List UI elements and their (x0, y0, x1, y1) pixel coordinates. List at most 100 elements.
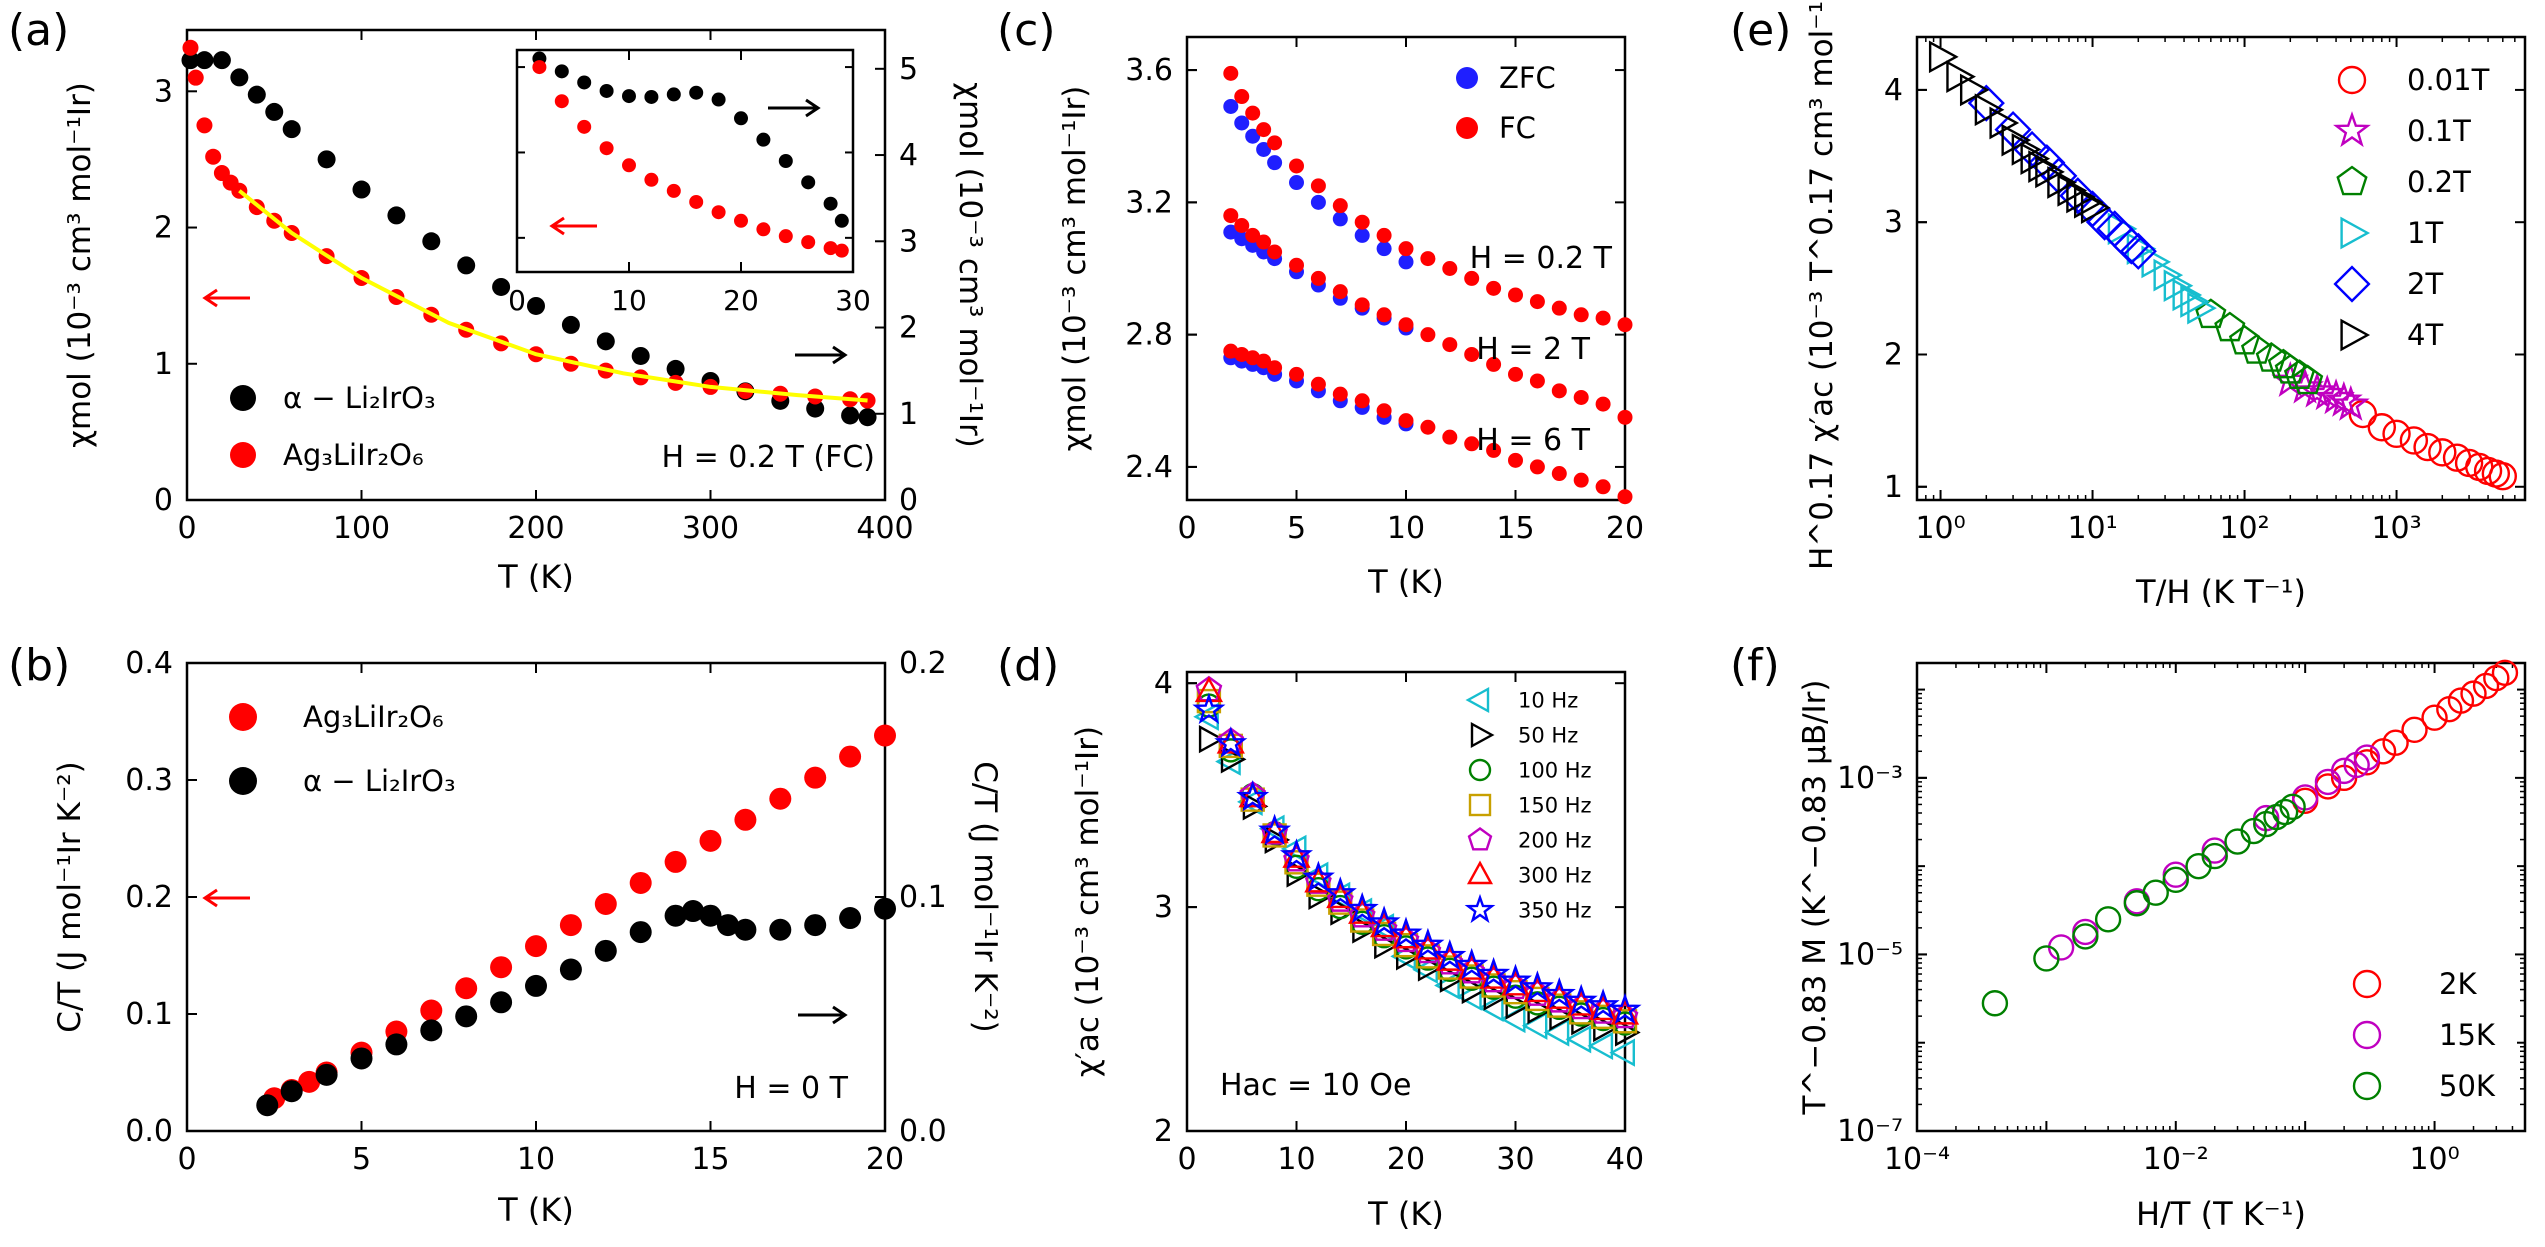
data-point (1198, 725, 1225, 754)
data-point (1508, 452, 1523, 468)
data-point-ag (187, 69, 204, 86)
data-point (2011, 133, 2042, 166)
data-point (1609, 1038, 1636, 1067)
data-point-alpha (769, 918, 792, 941)
data-point (1348, 901, 1376, 928)
y-tick-label: 0.1 (125, 997, 173, 1032)
data-point (1223, 224, 1239, 240)
data-point (1505, 991, 1532, 1020)
inset-data-point (644, 172, 659, 187)
legend-label: Ag₃LiIr₂O₆ (283, 438, 424, 472)
data-point-ag (420, 999, 443, 1022)
data-point (1464, 346, 1480, 362)
y-tick-label-right: 1 (899, 397, 918, 432)
y-tick-label: 10⁻⁵ (1837, 937, 1903, 972)
data-point (1193, 702, 1219, 731)
data-point (1411, 927, 1445, 960)
panel-c: 0 5 10 15 20 2.4 2.8 3.2 3.6 T (K) χmol (10⁻³ cm³ … (1057, 35, 1644, 601)
data-point-alpha (527, 296, 545, 315)
data-point (1564, 983, 1598, 1016)
data-point-ag (699, 829, 722, 852)
data-point (1368, 913, 1395, 942)
data-point (1289, 366, 1304, 382)
data-point (1520, 970, 1554, 1002)
inset-data-point (577, 119, 592, 134)
data-point-alpha (247, 85, 266, 104)
data-point (1310, 178, 1326, 194)
data-point (1551, 300, 1567, 316)
data-point-ag (804, 766, 827, 789)
x-tick-label: 10 (1387, 511, 1425, 546)
data-point-alpha (422, 232, 441, 251)
legend-marker (1467, 827, 1493, 851)
data-point (1258, 813, 1292, 846)
data-point (1256, 122, 1272, 138)
x-axis-label: H/T (T K⁻¹) (2136, 1195, 2306, 1233)
data-point (2162, 866, 2189, 894)
data-point-alpha (490, 991, 513, 1014)
data-point (1354, 393, 1370, 409)
data-point (2072, 923, 2099, 950)
y-tick-label-right: 5 (899, 52, 918, 87)
data-point (2123, 888, 2151, 915)
y-axis-label: χ′ac (10⁻³ cm³ mol⁻¹Ir) (1070, 726, 1106, 1077)
data-point (1442, 429, 1458, 445)
data-point (1389, 916, 1423, 949)
legend-label: 0.2T (2407, 165, 2471, 199)
data-point (2162, 861, 2189, 888)
arrow-right-axis-head (832, 345, 848, 365)
inset-data-point (823, 241, 838, 256)
data-point-alpha (352, 180, 371, 199)
y-tick-label: 10⁻⁷ (1837, 1114, 1903, 1149)
data-point-alpha (212, 51, 231, 70)
data-point (1245, 227, 1261, 243)
data-point (1617, 317, 1633, 333)
data-point (1565, 1025, 1592, 1054)
data-point (1595, 310, 1611, 326)
inset-data-point (554, 64, 569, 79)
y-tick-label-right: 0 (899, 483, 918, 518)
data-point (2413, 432, 2442, 462)
data-point (1234, 89, 1250, 105)
inset-data-point (622, 89, 636, 104)
data-point-alpha (385, 1033, 408, 1056)
data-point (1442, 261, 1458, 276)
data-point-ag (734, 808, 757, 831)
inset-arrow-right-head (805, 98, 821, 118)
data-point (1420, 419, 1436, 435)
legend-label: 150 Hz (1518, 793, 1592, 817)
data-point-alpha (629, 921, 652, 944)
data-point (2142, 879, 2169, 906)
x-tick-label: 0 (177, 511, 196, 546)
data-point-ag (559, 914, 582, 937)
y-tick-label: 3.6 (1125, 53, 1173, 88)
data-point (2460, 680, 2487, 707)
inset-data-point (756, 222, 771, 237)
y-tick-label: 2 (1884, 337, 1903, 372)
fit-line (238, 189, 868, 403)
data-point-alpha (858, 408, 877, 427)
data-point-alpha (806, 399, 825, 418)
legend-label: 50K (2439, 1069, 2496, 1103)
legend-marker (229, 703, 257, 731)
data-point-alpha (280, 1080, 303, 1103)
arrow-left-axis-head (202, 888, 218, 908)
x-tick-label: 0 (1177, 1142, 1196, 1177)
data-point (2073, 186, 2104, 219)
legend-label: 0.01T (2407, 63, 2490, 97)
data-point (1486, 280, 1502, 296)
data-point (1256, 353, 1272, 369)
y-tick-label-right: 2 (899, 311, 918, 346)
data-point (1595, 396, 1611, 412)
data-point-ag (594, 893, 617, 916)
legend-marker (2352, 1020, 2382, 1050)
data-point (1464, 436, 1480, 452)
x-tick-label: 30 (1496, 1142, 1534, 1177)
inset-data-point (599, 141, 614, 156)
data-point (1542, 977, 1576, 1009)
x-tick-label: 10 (517, 1142, 555, 1177)
inset-data-point (834, 213, 849, 228)
inset-data-point (734, 213, 748, 228)
y-tick-label: 2.8 (1125, 318, 1173, 353)
y-tick-label: 0.2 (125, 880, 173, 915)
